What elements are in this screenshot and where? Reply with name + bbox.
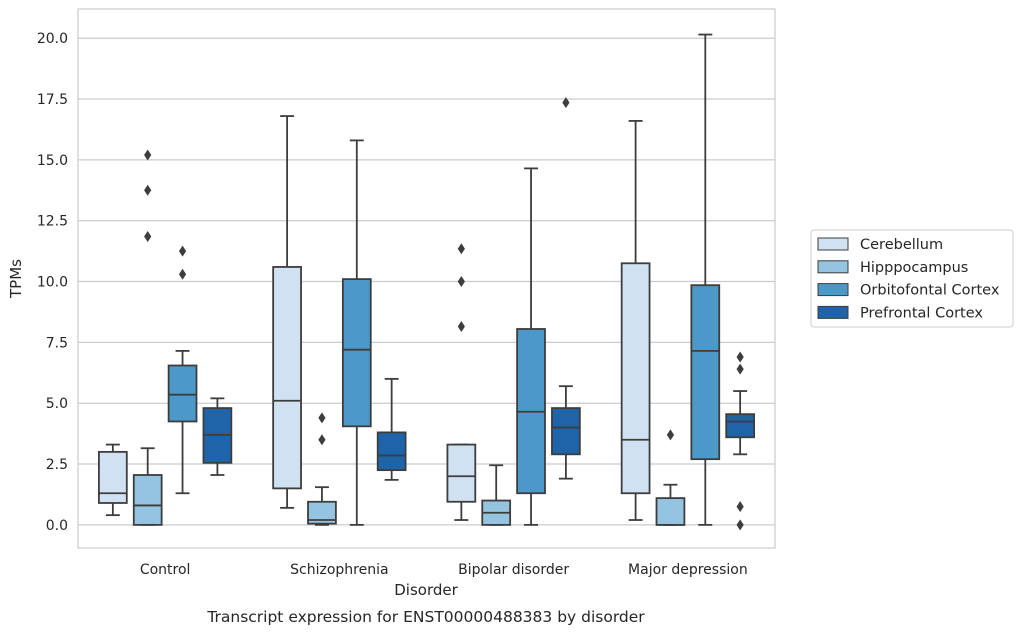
- x-tick-labels: Control Schizophrenia Bipolar disorder Majo…: [140, 562, 748, 578]
- outlier-point: [562, 97, 570, 109]
- outlier-point: [318, 412, 326, 424]
- box-group: [725, 351, 755, 531]
- outlier-point: [457, 321, 465, 333]
- box-group: [481, 464, 512, 526]
- box-group: [341, 139, 372, 526]
- legend-label: Orbitofontal Cortex: [860, 283, 1000, 299]
- box-group: [376, 377, 407, 481]
- box: [132, 474, 163, 526]
- legend: Cerebellum Hipppocampus Orbitofontal Corte…: [810, 229, 1014, 328]
- y-tick-label: 10.0: [37, 275, 68, 291]
- box: [446, 443, 477, 503]
- y-axis-title: TPMs: [7, 259, 25, 299]
- x-tick-label: Control: [140, 562, 191, 578]
- legend-swatch: [817, 237, 849, 251]
- x-tick-label: Major depression: [628, 562, 748, 578]
- box-group: [620, 120, 651, 521]
- outlier-point: [178, 268, 187, 280]
- legend-swatch: [817, 283, 849, 297]
- box: [98, 450, 128, 504]
- legend-swatch: [817, 260, 849, 274]
- box: [307, 500, 337, 525]
- x-tick-label: Schizophrenia: [290, 562, 388, 578]
- y-tick-label: 12.5: [37, 214, 68, 230]
- outlier-point: [736, 351, 744, 363]
- y-tick-label: 15.0: [37, 153, 68, 169]
- y-tick-label: 2.5: [46, 457, 68, 473]
- legend-frame: [810, 229, 1014, 328]
- box: [341, 278, 372, 428]
- y-tick-label: 5.0: [46, 396, 68, 412]
- outlier-point: [457, 276, 465, 288]
- box: [272, 266, 302, 490]
- y-tick-label: 20.0: [37, 31, 68, 47]
- box-group: [98, 443, 128, 517]
- box-group: [551, 97, 581, 480]
- x-axis-title: Disorder: [394, 581, 458, 599]
- box-group: [307, 412, 337, 526]
- outlier-point: [144, 184, 152, 196]
- outlier-point: [736, 501, 744, 513]
- box: [620, 262, 651, 495]
- y-tick-label: 17.5: [37, 92, 68, 108]
- box: [167, 364, 198, 423]
- y-tick-labels: 0.0 2.5 5.0 7.5 10.0 12.5 15.0 17.5 20.0: [37, 31, 68, 534]
- box-group: [202, 397, 233, 476]
- outlier-point: [178, 245, 187, 257]
- box-group: [655, 429, 686, 526]
- box-group: [690, 33, 721, 526]
- outlier-point: [144, 149, 152, 161]
- outlier-point: [736, 363, 744, 375]
- box-group: [516, 167, 546, 526]
- outlier-point: [318, 434, 326, 446]
- legend-label: Hipppocampus: [860, 260, 968, 276]
- y-tick-label: 7.5: [46, 335, 68, 351]
- box: [655, 497, 686, 526]
- box: [376, 431, 407, 472]
- box-group: [167, 245, 198, 495]
- outlier-point: [666, 429, 675, 441]
- outlier-point: [457, 243, 465, 255]
- box: [690, 284, 721, 461]
- box: [725, 413, 755, 439]
- legend-swatch: [817, 305, 849, 319]
- box-group: [446, 243, 477, 521]
- box: [551, 407, 581, 456]
- legend-label: Cerebellum: [860, 237, 943, 253]
- box-group: [132, 149, 163, 526]
- chart-caption: Transcript expression for ENST0000048838…: [206, 608, 645, 626]
- y-tick-label: 0.0: [46, 518, 68, 534]
- outlier-point: [144, 231, 152, 243]
- legend-label: Prefrontal Cortex: [860, 305, 983, 321]
- box-group: [272, 115, 302, 509]
- x-tick-label: Bipolar disorder: [458, 562, 569, 578]
- plot-frame: [77, 8, 776, 549]
- box-layer: [98, 33, 755, 531]
- outlier-point: [736, 519, 744, 531]
